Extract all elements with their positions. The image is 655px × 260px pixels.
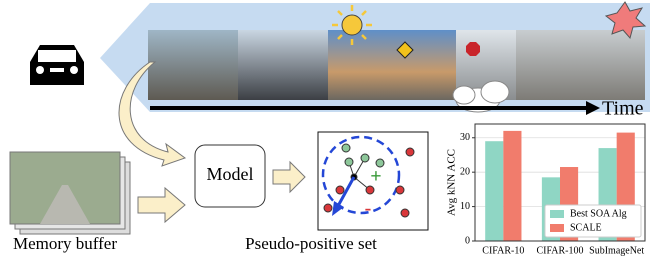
time-label: Time [602,98,644,120]
bar [503,131,521,241]
car-icon [30,45,84,85]
photo-desert [328,30,456,100]
stop-sign [466,42,480,56]
photo-traffic [148,30,238,100]
y-tick-label: 30 [460,132,470,143]
buffer-arrow [138,188,185,222]
memory-label: Memory buffer [13,234,117,253]
minus-sign: - [365,198,372,220]
model-label: Model [207,164,254,184]
plus-sign: + [370,166,381,188]
photo-city [238,30,328,100]
figure: Time Memory buffer Model + - Pseudo-posi… [0,0,655,260]
y-axis-label: Avg kNN ACC [446,149,458,216]
set-label: Pseudo-positive set [245,234,377,253]
legend-swatch [550,210,564,218]
memory-buffer [10,152,130,234]
legend-label: SCALE [570,222,602,233]
x-tick-label: SubImageNet [589,245,644,256]
x-tick-label: CIFAR-10 [482,245,524,256]
legend-label: Best SOA Alg [570,208,627,219]
sun [332,5,372,45]
legend-swatch [550,224,564,232]
y-tick-label: 0 [465,235,470,246]
model-arrow [273,162,305,192]
photo-crosswalk [516,30,645,100]
y-tick-label: 10 [460,201,470,212]
page: Time Memory buffer Model + - Pseudo-posi… [0,0,655,260]
x-tick-label: CIFAR-100 [536,245,583,256]
bar [485,141,503,241]
y-tick-label: 20 [460,166,470,177]
